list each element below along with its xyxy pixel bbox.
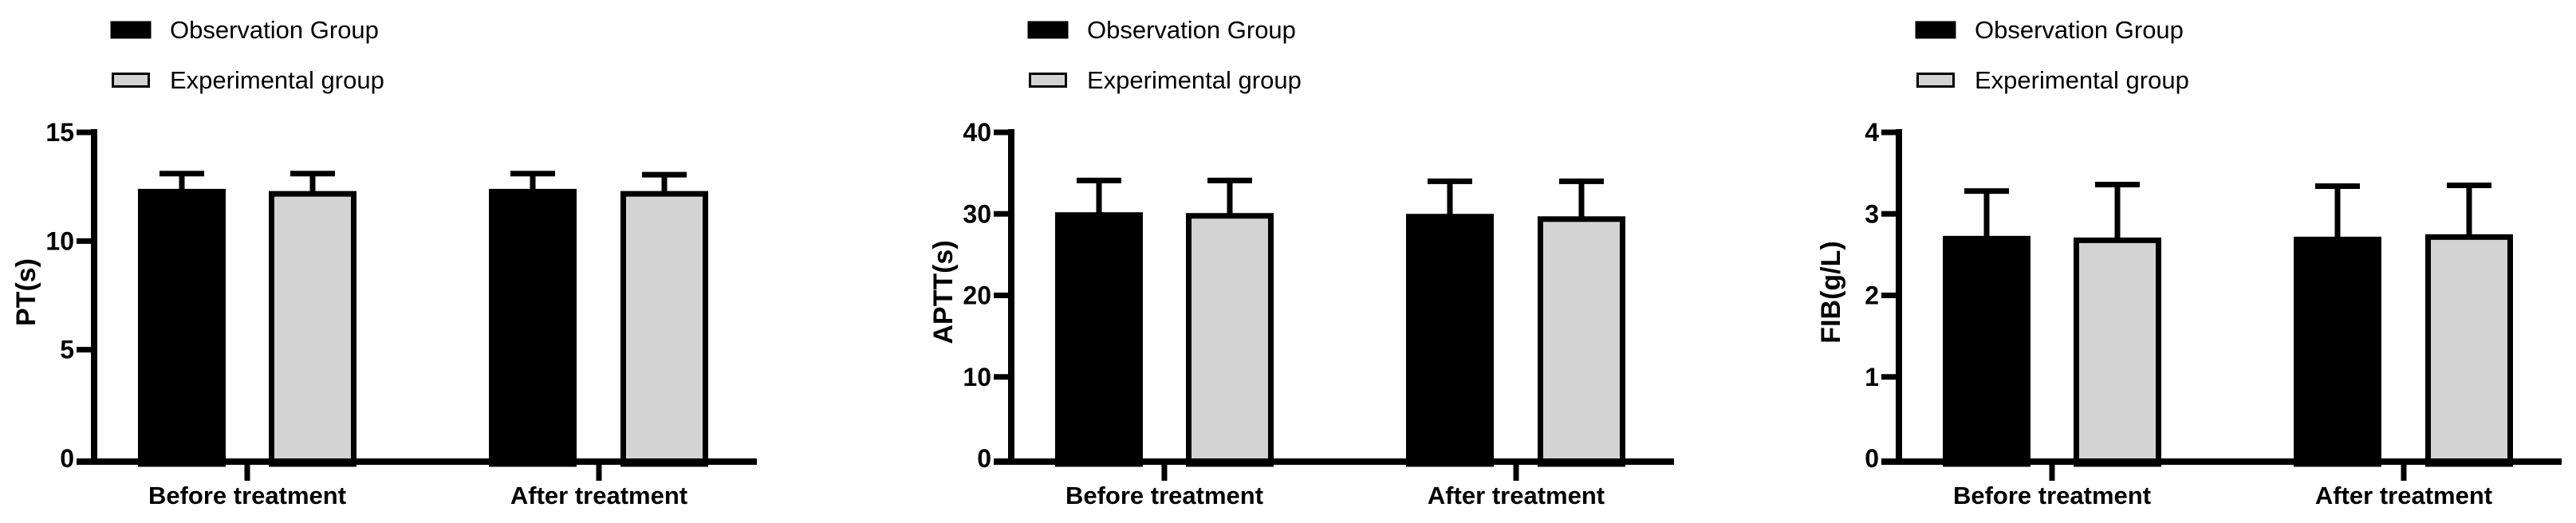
legend-swatch-observationgroup (110, 21, 152, 39)
legend-label-experimentalgroup: Experimental group (170, 66, 384, 94)
legend-label-experimentalgroup: Experimental group (1087, 66, 1302, 94)
bar-observationgroup-aftertreatment (1406, 214, 1494, 467)
y-tick-label-40: 40 (963, 118, 991, 147)
legend-swatch-experimentalgroup (1916, 73, 1955, 88)
y-tick-label-1: 1 (1865, 363, 1879, 391)
bar-chart-pts: Observation Group Experimental group 0 5 10 1… (11, 16, 757, 509)
chart-panel-pts: Observation Group Experimental group 0 5 10 1… (0, 0, 771, 523)
bar-observationgroup-aftertreatment (489, 188, 577, 467)
y-tick-label-0: 0 (1865, 444, 1879, 473)
bar-experimentalgroup-beforetreatment (2074, 237, 2161, 467)
y-axis-label: FIB(g/L) (1816, 241, 1846, 343)
bar-observationgroup-beforetreatment (138, 188, 226, 467)
y-axis-label: APTT(s) (928, 240, 959, 344)
bar-observationgroup-aftertreatment (2294, 236, 2381, 467)
y-tick-label-20: 20 (963, 281, 991, 310)
category-label-beforetreatment: Before treatment (148, 482, 346, 509)
bar-experimentalgroup-beforetreatment (1186, 213, 1274, 467)
legend-swatch-experimentalgroup (112, 73, 150, 88)
chart-panel-fibgl: Observation Group Experimental group 0 1 2 3 4… (1805, 0, 2576, 523)
y-tick-label-5: 5 (60, 336, 74, 364)
category-label-aftertreatment: After treatment (2315, 482, 2492, 509)
bar-experimentalgroup-aftertreatment (1538, 216, 1625, 467)
legend-label-observationgroup: Observation Group (1087, 16, 1296, 44)
legend-label-observationgroup: Observation Group (1975, 16, 2184, 44)
category-label-aftertreatment: After treatment (510, 482, 687, 509)
bar-observationgroup-beforetreatment (1055, 212, 1143, 467)
y-tick-label-3: 3 (1865, 199, 1879, 228)
y-axis-label: PT(s) (11, 258, 41, 326)
bar-chart-aptts: Observation Group Experimental group 0 10 20… (928, 16, 1674, 509)
bar-observationgroup-beforetreatment (1943, 235, 2030, 467)
legend-label-observationgroup: Observation Group (170, 16, 379, 44)
y-tick-label-2: 2 (1865, 281, 1879, 310)
legend-swatch-observationgroup (1915, 21, 1956, 39)
legend-label-experimentalgroup: Experimental group (1975, 66, 2189, 94)
category-label-aftertreatment: After treatment (1428, 482, 1605, 509)
bar-experimentalgroup-aftertreatment (2425, 234, 2513, 467)
category-label-beforetreatment: Before treatment (1953, 482, 2151, 509)
y-tick-label-10: 10 (963, 363, 991, 391)
legend-swatch-experimentalgroup (1029, 73, 1067, 88)
chart-panel-aptts: Observation Group Experimental group 0 10 20… (917, 0, 1688, 523)
y-tick-label-4: 4 (1865, 118, 1879, 147)
bar-experimentalgroup-beforetreatment (269, 191, 356, 467)
y-tick-label-30: 30 (963, 199, 991, 228)
y-tick-label-15: 15 (45, 118, 74, 147)
y-tick-label-0: 0 (60, 444, 74, 473)
y-tick-label-0: 0 (977, 444, 991, 473)
legend-swatch-observationgroup (1027, 21, 1069, 39)
bar-chart-fibgl: Observation Group Experimental group 0 1 2 3 4… (1816, 16, 2562, 509)
y-tick-label-10: 10 (45, 226, 74, 255)
category-label-beforetreatment: Before treatment (1065, 482, 1263, 509)
bar-experimentalgroup-aftertreatment (620, 191, 708, 467)
